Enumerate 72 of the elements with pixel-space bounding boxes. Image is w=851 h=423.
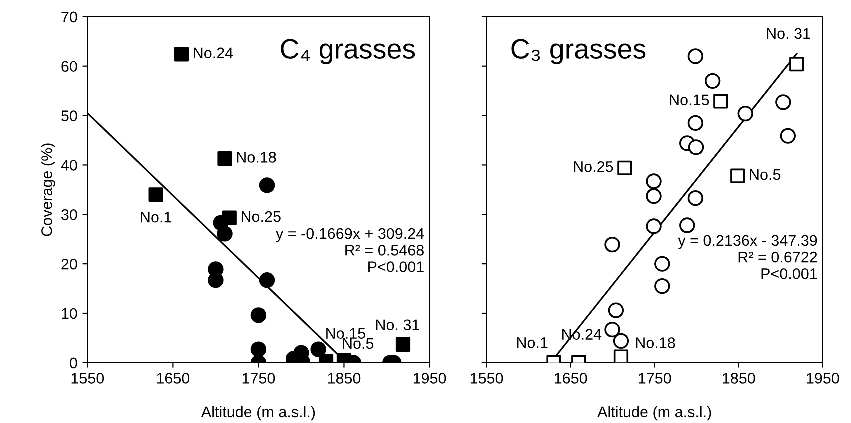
point (738, 106, 754, 122)
y-tick-label: 50 (62, 110, 78, 122)
point (714, 94, 728, 109)
point (654, 256, 670, 272)
point (688, 48, 704, 64)
point (618, 160, 632, 176)
annotation: R² = 0.5468 (346, 245, 424, 256)
point (688, 115, 704, 132)
annotation: No.24 (194, 48, 234, 59)
x-tick-label: 1650 (554, 373, 588, 384)
annotation: No.1 (141, 212, 172, 223)
x-tick-label: 1850 (328, 373, 361, 384)
x-axis-title: Altitude (m a.s.l.) (201, 406, 316, 421)
text: C₄ grasses (281, 39, 416, 64)
point (790, 57, 804, 72)
point (646, 188, 662, 204)
point (704, 73, 721, 90)
point (688, 140, 704, 156)
point (680, 218, 696, 234)
point (604, 236, 620, 253)
point (730, 168, 746, 184)
point (646, 218, 662, 234)
x-tick-label: 1950 (414, 373, 446, 384)
y-tick-label: 20 (62, 258, 78, 270)
annotation: No.25 (242, 211, 281, 222)
point (208, 272, 224, 288)
point (654, 278, 670, 294)
annotation: P<0.001 (762, 268, 818, 280)
annotation: y = 0.2136x - 347.39 (678, 235, 818, 250)
annotation: No.5 (343, 338, 374, 350)
annotation: y = -0.1669x + 309.24 (276, 228, 424, 242)
y-axis-title: Coverage (%) (41, 144, 56, 236)
annotation: R² = 0.6722 (738, 252, 818, 263)
x-tick-label: 1750 (639, 373, 672, 384)
annotation: No.5 (750, 170, 781, 180)
y-tick-label: 30 (62, 210, 78, 220)
x-tick-label: 1850 (723, 373, 756, 384)
x-tick-label: 1750 (242, 373, 276, 384)
x-tick-label: 1650 (157, 373, 190, 384)
x-tick-label: 1950 (807, 373, 840, 384)
annotation: No. 31 (767, 28, 810, 40)
annotation: No.25 (574, 161, 614, 172)
text: C₃ grasses (512, 39, 646, 64)
y-tick-label: 70 (62, 12, 78, 23)
point (259, 272, 276, 288)
annotation: P<0.001 (368, 262, 424, 272)
point (608, 302, 624, 318)
annotation: No.18 (237, 152, 276, 163)
y-tick-label: 10 (62, 308, 78, 320)
x-tick-label: 1550 (470, 373, 504, 384)
point (613, 333, 630, 350)
point (217, 226, 233, 242)
point (148, 188, 164, 202)
point (646, 174, 662, 190)
annotation: No.1 (517, 338, 548, 348)
point (614, 350, 629, 363)
point (780, 128, 796, 144)
annotation: No. 31 (376, 320, 420, 331)
x-tick-label: 1550 (72, 373, 104, 384)
annotation: No.18 (636, 338, 676, 348)
point (688, 190, 704, 206)
y-tick-label: 40 (61, 160, 78, 171)
y-tick-label: 0 (70, 358, 78, 369)
y-tick-label: 60 (62, 61, 78, 72)
point (250, 308, 267, 324)
point (776, 94, 792, 110)
point (218, 151, 232, 166)
annotation: No.15 (670, 94, 710, 106)
point (604, 322, 620, 338)
x-axis-title: Altitude (m a.s.l.) (598, 406, 712, 421)
annotation: No.15 (326, 328, 366, 339)
point (259, 178, 276, 194)
